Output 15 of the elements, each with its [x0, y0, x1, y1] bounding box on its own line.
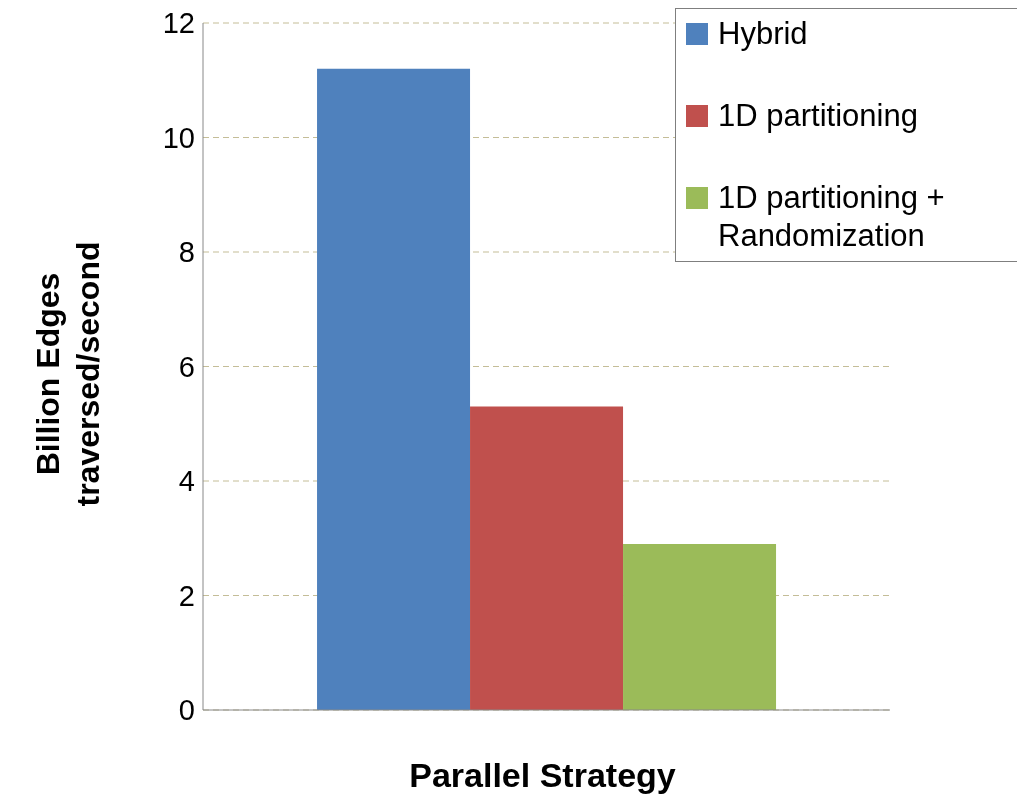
y-tick-label: 6: [178, 350, 195, 383]
legend-label: 1D partitioning + Randomization: [718, 179, 946, 255]
y-tick-label: 0: [178, 694, 195, 727]
x-axis-title: Parallel Strategy: [408, 756, 677, 795]
y-tick-label: 4: [178, 465, 195, 498]
y-axis-title: Billion Edges traversed/second: [29, 240, 107, 509]
bar: [317, 68, 471, 710]
legend-label: 1D partitioning: [718, 97, 918, 135]
y-tick-label: 8: [178, 236, 195, 269]
y-tick-label: 10: [162, 121, 195, 154]
bar: [623, 543, 777, 710]
y-tick-label: 2: [178, 579, 195, 612]
legend-label: Hybrid: [718, 15, 808, 53]
y-tick-label: 12: [162, 7, 195, 40]
bar: [470, 406, 624, 710]
